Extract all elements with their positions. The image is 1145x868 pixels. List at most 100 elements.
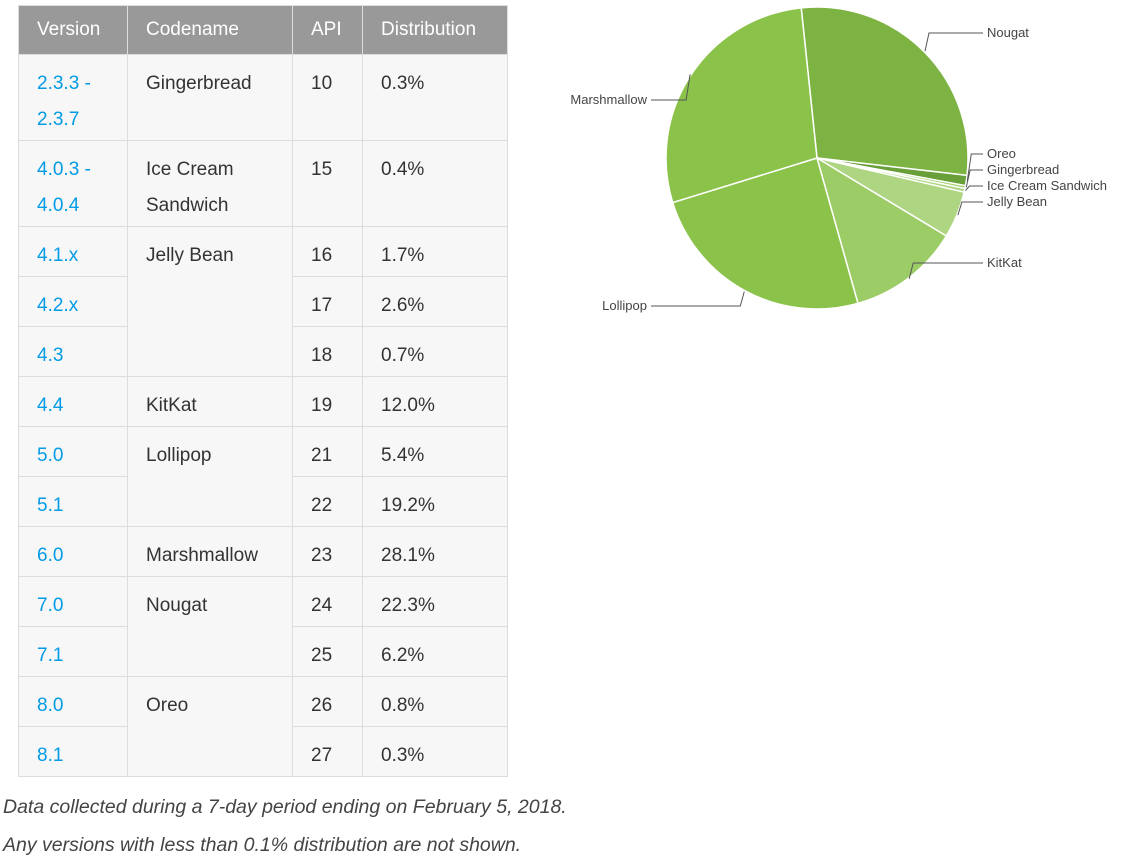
version-link[interactable]: 2.3.3 - 2.3.7	[37, 73, 91, 130]
version-link[interactable]: 4.4	[37, 395, 64, 416]
codename-cell: Marshmallow	[127, 526, 293, 577]
pie-slice-kitkat	[815, 156, 948, 305]
api-cell: 23	[292, 526, 363, 577]
distribution-cell: 22.3%	[362, 576, 508, 627]
pie-label: KitKat	[987, 255, 1022, 270]
version-link[interactable]: 4.3	[37, 345, 64, 366]
table-row: 4.2.x 17 2.6%	[18, 276, 508, 327]
version-cell: 6.0	[18, 526, 128, 577]
pie-slice-marshmallow	[665, 7, 818, 204]
pie-label: Nougat	[987, 25, 1029, 40]
codename-cell: Jelly Bean	[127, 226, 293, 377]
distribution-cell: 19.2%	[362, 476, 508, 527]
version-link[interactable]: 7.1	[37, 645, 64, 666]
table-row: 7.0 Nougat 24 22.3%	[18, 576, 508, 677]
header-codename: Codename	[127, 5, 293, 55]
distribution-cell: 0.4%	[362, 140, 508, 227]
table-row: 8.1 27 0.3%	[18, 726, 508, 777]
distribution-cell: 2.6%	[362, 276, 508, 327]
table-row: 4.4 KitKat 19 12.0%	[18, 376, 508, 427]
table-row: 4.3 18 0.7%	[18, 326, 508, 377]
version-link[interactable]: 4.2.x	[37, 295, 79, 316]
distribution-cell: 28.1%	[362, 526, 508, 577]
codename-cell: Nougat	[127, 576, 293, 677]
leader-line	[957, 201, 983, 216]
version-link[interactable]: 7.0	[37, 595, 64, 616]
distribution-cell: 0.3%	[362, 54, 508, 141]
api-cell: 22	[292, 476, 363, 527]
footnote-data-period: Data collected during a 7-day period end…	[3, 796, 567, 818]
table-row: 6.0 Marshmallow 23 28.1%	[18, 526, 508, 577]
leader-line	[651, 74, 691, 101]
api-cell: 27	[292, 726, 363, 777]
version-link[interactable]: 6.0	[37, 545, 64, 566]
pie-label: Oreo	[987, 146, 1016, 161]
api-cell: 10	[292, 54, 363, 141]
distribution-cell: 5.4%	[362, 426, 508, 477]
pie-label: Gingerbread	[987, 162, 1059, 177]
leader-line	[924, 32, 983, 52]
api-cell: 17	[292, 276, 363, 327]
codename-cell: Ice Cream Sandwich	[127, 140, 293, 227]
version-link[interactable]: 4.0.3 - 4.0.4	[37, 159, 91, 216]
version-cell: 4.4	[18, 376, 128, 427]
codename-cell: KitKat	[127, 376, 293, 427]
pie-label: Jelly Bean	[987, 194, 1047, 209]
table-row: 4.0.3 - 4.0.4 Ice Cream Sandwich 15 0.4%	[18, 140, 508, 227]
codename-cell: Gingerbread	[127, 54, 293, 141]
distribution-cell: 0.3%	[362, 726, 508, 777]
distribution-cell: 12.0%	[362, 376, 508, 427]
api-cell: 24	[292, 576, 363, 627]
version-link[interactable]: 4.1.x	[37, 245, 79, 266]
version-link[interactable]: 5.1	[37, 495, 64, 516]
version-cell: 4.1.x	[18, 226, 128, 277]
header-distribution: Distribution	[362, 5, 508, 55]
pie-label: Marshmallow	[570, 92, 647, 107]
pie-label: Lollipop	[602, 298, 647, 313]
api-cell: 21	[292, 426, 363, 477]
version-cell: 4.0.3 - 4.0.4	[18, 140, 128, 227]
pie-slice-lollipop	[671, 157, 859, 310]
version-link[interactable]: 8.0	[37, 695, 64, 716]
distribution-cell: 0.7%	[362, 326, 508, 377]
distribution-cell: 0.8%	[362, 676, 508, 727]
pie-leader-lines	[651, 32, 983, 307]
table-row: 7.1 25 6.2%	[18, 626, 508, 677]
api-cell: 16	[292, 226, 363, 277]
leader-line	[651, 291, 745, 307]
pie-slice-nougat	[800, 6, 969, 177]
pie-label: Ice Cream Sandwich	[987, 178, 1107, 193]
version-cell: 8.0	[18, 676, 128, 727]
version-cell: 7.0	[18, 576, 128, 627]
header-version: Version	[18, 5, 128, 55]
version-cell: 4.3	[18, 326, 128, 377]
version-cell: 7.1	[18, 626, 128, 677]
distribution-cell: 1.7%	[362, 226, 508, 277]
table-row: 5.0 Lollipop 21 5.4%	[18, 426, 508, 527]
version-cell: 5.1	[18, 476, 128, 527]
leader-line	[966, 153, 983, 181]
version-cell: 8.1	[18, 726, 128, 777]
leader-line	[965, 185, 983, 191]
table-row: 8.0 Oreo 26 0.8%	[18, 676, 508, 777]
table-header-row: Version Codename API Distribution	[18, 5, 508, 55]
api-cell: 26	[292, 676, 363, 727]
table-row: 4.1.x Jelly Bean 16 1.7%	[18, 226, 508, 377]
version-link[interactable]: 5.0	[37, 445, 64, 466]
distribution-table: Version Codename API Distribution 2.3.3 …	[18, 5, 508, 777]
api-cell: 18	[292, 326, 363, 377]
api-cell: 15	[292, 140, 363, 227]
codename-cell: Lollipop	[127, 426, 293, 527]
distribution-cell: 6.2%	[362, 626, 508, 677]
api-cell: 25	[292, 626, 363, 677]
leader-line	[965, 169, 983, 188]
version-cell: 5.0	[18, 426, 128, 477]
header-api: API	[292, 5, 363, 55]
pie-slices	[665, 6, 969, 310]
version-cell: 2.3.3 - 2.3.7	[18, 54, 128, 141]
api-cell: 19	[292, 376, 363, 427]
version-link[interactable]: 8.1	[37, 745, 64, 766]
footnote-min-distribution: Any versions with less than 0.1% distrib…	[3, 834, 522, 856]
